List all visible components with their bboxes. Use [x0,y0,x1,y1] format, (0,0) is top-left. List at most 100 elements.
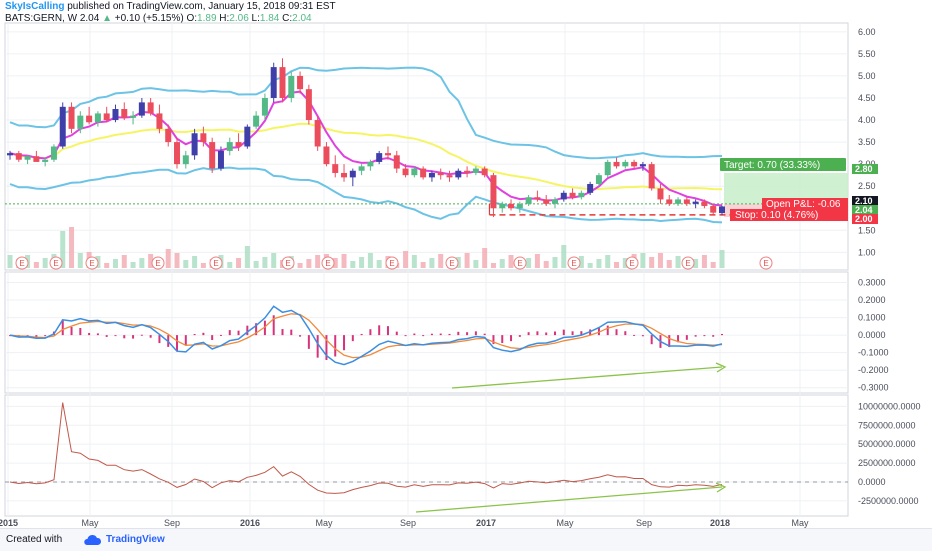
symbol-legend: BATS:GERN, W 2.04 ▲ +0.10 (+5.15%) O:1.8… [5,13,312,25]
candle-body [543,199,550,204]
earnings-marker-text: E [389,259,394,268]
macd-histogram-bar [430,333,433,336]
volume-bar [33,262,39,268]
volume-bar [69,227,75,268]
candle-body [516,203,523,209]
macd-histogram-bar [580,331,583,336]
tradingview-brand[interactable]: TradingView [106,534,165,545]
footer-bar: Created with TradingView [0,528,932,551]
price-tag: 2.80 [855,164,873,174]
macd-histogram-bar [35,335,38,338]
candle-body [270,67,277,98]
chart-canvas[interactable]: Target: 0.70 (33.33%) Open P&L: -0.06Stop… [0,0,932,528]
macd-histogram-bar [466,332,469,336]
candle-body [138,102,145,116]
candle-body [411,168,418,176]
candle-body [165,128,172,143]
macd-histogram-bar [624,331,627,336]
macd-histogram-bar [237,330,240,336]
earnings-marker [209,256,223,270]
earnings-marker [759,256,773,270]
macd-histogram-bar [360,333,363,336]
macd-histogram-bar [615,329,618,336]
price-axis-tick: 1.50 [858,225,876,235]
macd-histogram-bar [263,320,266,336]
pane-frame-3 [4,394,849,517]
high-value: 2.06 [229,13,249,24]
macd-histogram-bar [457,331,460,336]
volume-bar [315,255,321,268]
volume-bar [367,253,373,268]
volume-bar [60,231,66,268]
macd-histogram-bar [483,333,486,336]
candle-body [666,199,673,204]
macd-histogram-bar [369,329,372,336]
tradingview-cloud-icon [84,534,102,545]
volume-bar [587,263,593,268]
volume-bar [552,257,558,268]
macd-histogram-bar [307,335,310,349]
volume-bar [253,261,259,268]
candle-body [112,109,119,121]
macd-histogram-bar [395,331,398,336]
price-axis-tick: 5.50 [858,49,876,59]
macd-arrow-head [715,362,727,373]
earnings-marker [385,256,399,270]
volume-bar [701,255,707,268]
candle-body [631,161,638,167]
price-tag-box [852,214,878,224]
time-axis-tick: May [791,518,809,528]
candle-body [587,183,594,193]
macd-histogram-bar [712,335,715,337]
bollinger-upper-line [9,66,723,160]
candle-body [578,192,585,198]
candle-body [59,106,66,147]
candle-body [182,155,189,165]
volume-bar [236,258,242,268]
candle-body [279,67,286,98]
price-axis-tick: 2.50 [858,181,876,191]
earnings-marker-text: E [285,259,290,268]
macd-axis-tick: 0.1000 [858,313,886,323]
volume-bar [429,258,435,268]
macd-histogram-bar [545,332,548,336]
fast-ma-line [9,90,723,207]
volume-bar [622,258,628,268]
volume-bar [657,253,663,268]
macd-histogram-bar [492,335,495,345]
candle-body [569,192,576,198]
candle-body [534,197,541,200]
macd-histogram-bar [158,335,161,344]
macd-axis-tick: 0.3000 [858,278,886,288]
macd-axis-tick: -0.1000 [858,348,889,358]
macd-histogram-bar [703,335,706,337]
volume-bar [490,263,496,268]
candle-body [314,120,321,147]
candle-body [226,142,233,151]
candle-body [393,155,400,169]
price-tag-box [852,205,878,215]
candle-body [525,197,532,204]
earnings-marker [321,256,335,270]
macd-histogram-bar [79,328,82,336]
earnings-marker [85,256,99,270]
earnings-marker-text: E [19,259,24,268]
macd-histogram-bar [562,329,565,336]
bollinger-lower-line [9,166,723,224]
target-label-box [720,158,846,171]
close-value: 2.04 [292,13,312,24]
volume-bar [42,258,48,268]
symbol-name[interactable]: BATS:GERN, W [5,13,78,24]
candle-body [551,199,558,204]
candle-body [675,199,682,204]
macd-histogram-bar [510,335,513,342]
author-link[interactable]: SkyIsCalling [5,1,65,12]
macd-axis-tick: 0.0000 [858,330,886,340]
price-axis-tick: 4.50 [858,93,876,103]
macd-histogram-bar [132,335,135,339]
candle-body [50,146,57,160]
candle-body [648,164,655,189]
long-position-tool[interactable]: Target: 0.70 (33.33%) Open P&L: -0.06Stop… [5,158,848,221]
candle-body [86,115,93,123]
price-axis-tick: 4.00 [858,115,876,125]
